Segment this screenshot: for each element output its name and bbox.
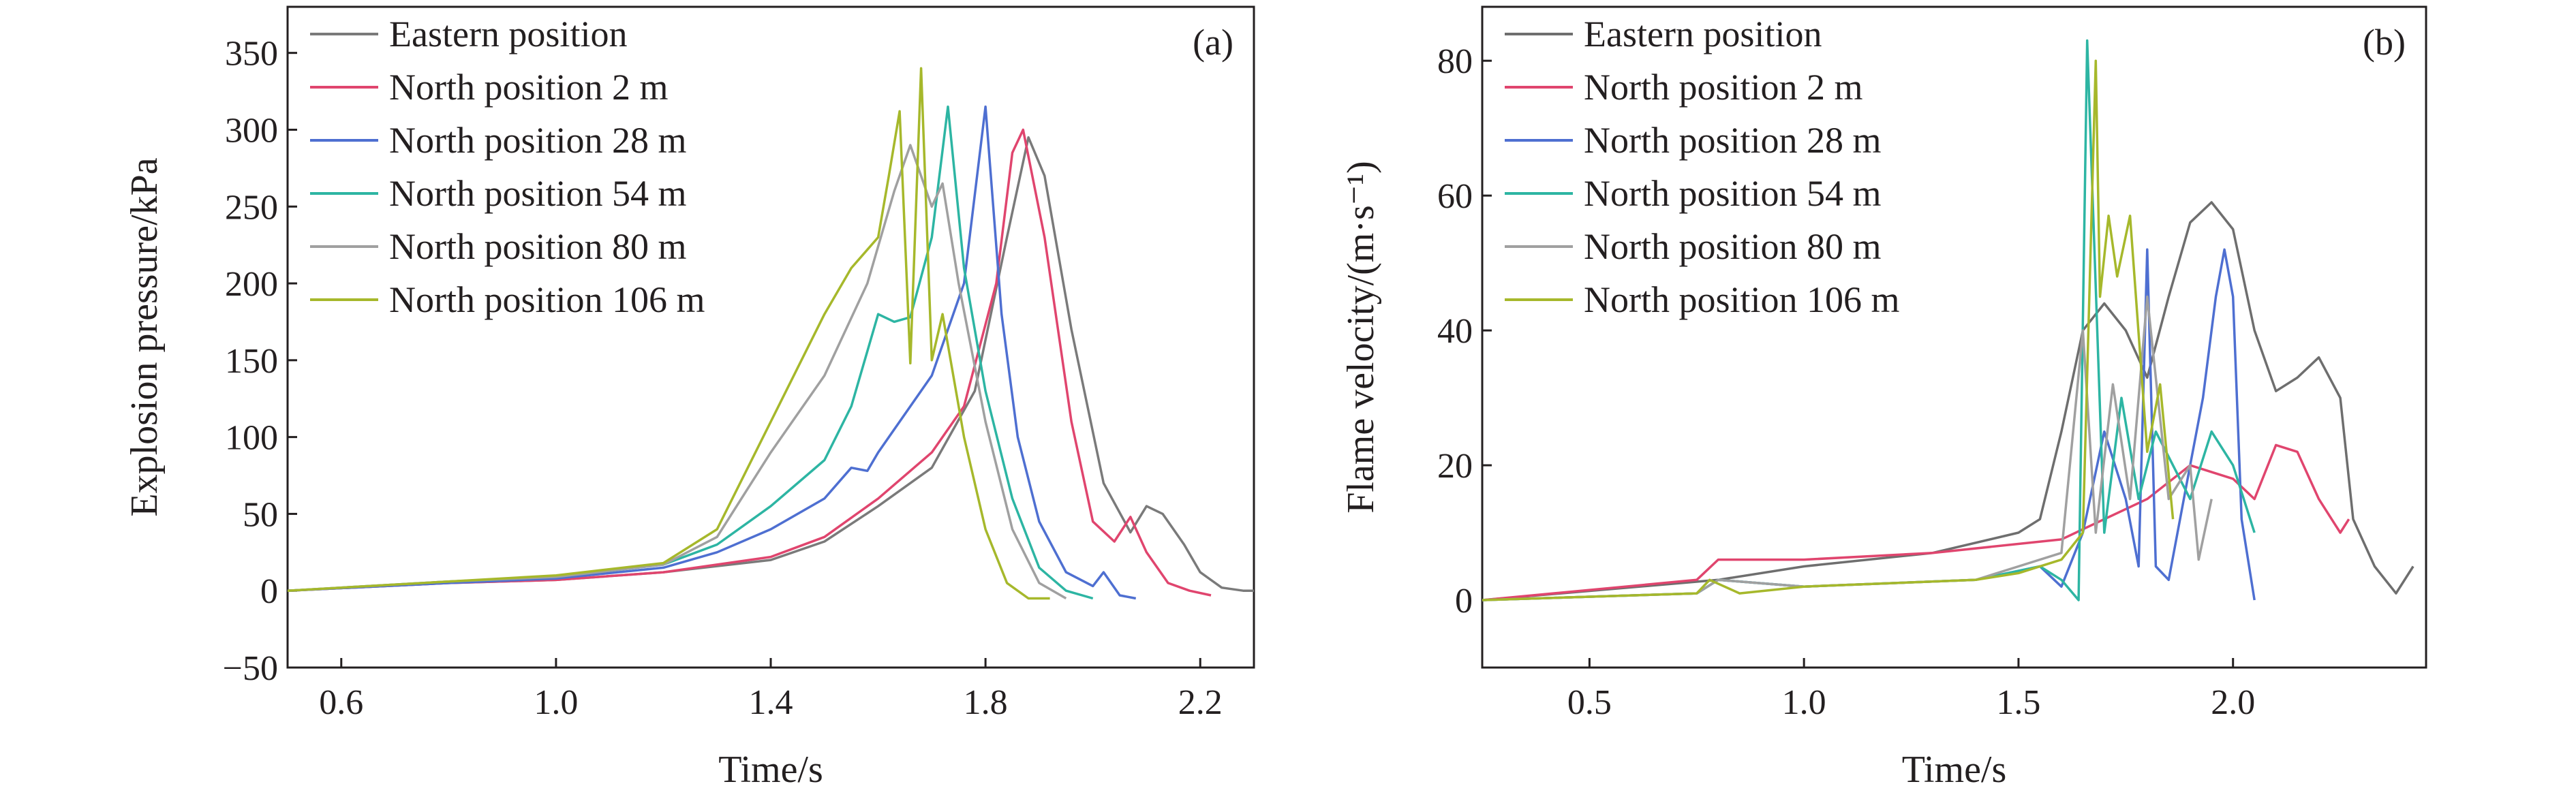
y-tick-label: 150 [225,342,278,381]
legend-label: North position 28 m [389,120,687,161]
series-line-4 [1482,295,2213,601]
y-axis-title: Explosion pressure/kPa [123,157,166,516]
legend-label: North position 54 m [1584,173,1882,214]
y-tick-label: 250 [225,188,278,227]
x-tick-label: 0.5 [1567,683,1612,722]
y-tick-label: 20 [1437,447,1473,486]
series-line-5 [1482,59,2175,601]
legend-label: North position 80 m [389,226,687,267]
y-tick-label: 100 [225,419,278,458]
series-line-5 [288,67,1050,600]
y-tick-label: 80 [1437,42,1473,81]
panel-b-chart: 0.5 1.0 1.5 2.0 0 20 40 60 80 Time/s Flame velocit… [1340,5,2427,791]
legend-label: North position 28 m [1584,120,1882,161]
y-tick-label: 0 [260,572,278,611]
x-tick-label: 2.0 [2211,683,2255,722]
legend-label: North position 106 m [1584,279,1900,320]
y-axis-title: Flame velocity/(m·s⁻¹) [1340,161,1382,514]
legend-label: Eastern position [389,14,627,54]
legend-label: North position 80 m [1584,226,1882,267]
legend-label: North position 54 m [389,173,687,214]
legend-label: North position 2 m [389,67,669,108]
series-line-2 [288,105,1137,600]
x-tick-label: 2.2 [1178,683,1223,722]
y-tick-label: 0 [1455,582,1473,621]
x-axis-title: Time/s [718,749,823,791]
legend-label: North position 2 m [1584,67,1863,108]
panel-label: (b) [2363,22,2406,63]
legend-label: North position 106 m [389,279,705,320]
series-line-0 [288,136,1254,592]
x-tick-label: 1.0 [534,683,578,722]
y-tick-label: 300 [225,111,278,150]
y-tick-label: 200 [225,265,278,304]
y-tick-label: 60 [1437,177,1473,216]
panel-a-chart: 0.6 1.0 1.4 1.8 2.2 −50 0 50 100 150 200 250 300 350 T… [123,5,1255,791]
series-line-4 [288,144,1067,600]
series-line-1 [1482,443,2350,601]
y-tick-label: 40 [1437,312,1473,351]
series-line-1 [288,128,1212,597]
panel-label: (a) [1193,22,1233,63]
series-line-0 [1482,201,2414,601]
x-tick-label: 1.8 [964,683,1008,722]
plot-frame [1481,5,2427,669]
x-tick-label: 1.0 [1782,683,1826,722]
x-tick-label: 1.4 [749,683,793,722]
legend-label: Eastern position [1584,14,1822,54]
x-tick-label: 1.5 [1996,683,2040,722]
y-tick-label: 50 [243,495,278,534]
y-tick-label: −50 [223,649,278,688]
x-axis-title: Time/s [1902,749,2007,791]
x-tick-label: 0.6 [319,683,363,722]
y-tick-label: 350 [225,35,278,74]
